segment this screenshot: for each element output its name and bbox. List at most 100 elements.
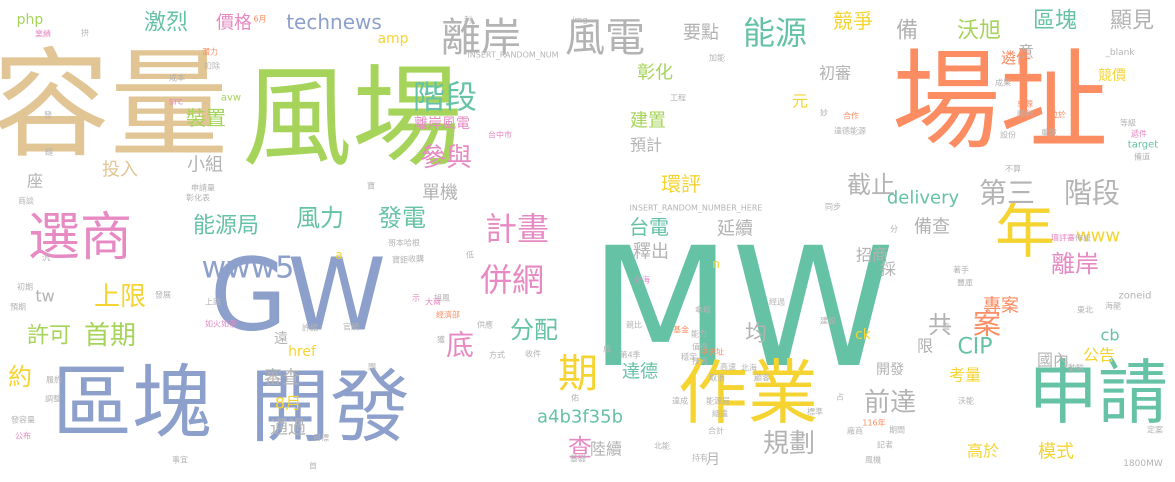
word-47: 投入 [102,160,138,181]
word-192: 廠商 [847,426,863,436]
word-139: 傘取 [695,305,711,315]
word-184: 記者 [877,440,893,450]
word-103: zoneid [1119,291,1152,302]
word-176: 發容量 [11,415,35,425]
word-183: 沃能 [958,396,974,406]
word-31: technews [286,10,382,34]
word-140: 基金 [673,325,689,335]
word-111: 拚 [81,28,89,38]
word-89: 限 [917,337,933,356]
word-196: 佑 [571,393,579,403]
word-42: CIP [957,335,992,360]
word-82: 單機 [422,183,458,204]
word-16: 第三 [979,177,1035,210]
word-160: 初期 [17,282,33,292]
word-90: 開發 [876,362,904,378]
word-6: 開發 [250,361,410,454]
word-194: 北海 [741,363,757,373]
word-158: 發展 [155,291,171,300]
word-129: 同步 [825,203,841,212]
word-28: 前達 [864,388,916,418]
word-189: 目標 [313,433,329,443]
word-159: 預期 [10,303,26,312]
word-93: 競價 [1098,67,1126,84]
word-198: 高速 [720,362,736,372]
word-131: 環評審 [1051,233,1075,243]
word-119: 位於 [1050,110,1066,120]
word-12: 風電 [565,15,645,61]
word-66: 專案 [983,296,1019,317]
word-102: src [169,97,184,108]
word-137: 豐庫 [957,278,973,288]
word-18: 併網 [480,261,544,299]
word-81: ck [855,327,872,343]
word-64: www [1076,226,1120,247]
word-154: 官網 [343,322,359,332]
word-23: 首期 [84,321,136,351]
word-205: 開 [368,363,376,372]
word-101: avw [221,93,241,104]
word-22: 上限 [94,282,146,312]
word-161: 獲 [437,335,445,345]
word-193: 能源局 [706,396,730,406]
word-146: 收件 [525,349,541,359]
word-88: 採 [880,260,896,279]
word-56: 建置 [630,111,666,132]
word-172: 旭風 [434,293,450,303]
word-143: 成 [603,344,611,354]
word-127: 備道 [1134,152,1150,162]
word-79: 遠 [274,331,288,347]
word-38: 截止 [847,171,895,199]
word-180: 持有 [692,453,708,463]
word-43: 底 [446,329,474,362]
word-165: 鏈 [45,147,53,157]
word-121: 成果 [995,78,1011,88]
word-76: 8月 [275,394,301,413]
word-133: 東北 [1077,305,1093,315]
word-200: 動輸 [1068,363,1084,373]
word-177: 公布 [15,431,31,441]
word-2: 場址 [892,40,1108,165]
word-144: 值得 [692,342,708,352]
word-163: 汎 [42,254,50,263]
word-25: 期 [558,351,598,397]
word-48: 小組 [187,155,223,176]
word-13: 能源 [743,14,807,52]
word-152: 經濟部 [436,310,460,320]
word-100: target [1128,140,1158,151]
word-27: 規劃 [763,429,815,459]
word-104: 1800MW [1123,459,1163,469]
word-117: 來源 [1017,100,1033,109]
word-96: INSERT_RANDOM_NUMBER_HERE [630,204,763,213]
word-86: 月 [706,452,720,468]
word-92: 遴件 [1001,49,1031,67]
word-120: 等級 [1120,118,1136,128]
word-62: 延續 [717,219,753,240]
word-108: 潛力 [202,47,218,57]
word-132: 佈設 [1075,233,1091,243]
word-166: 申請量 [191,183,215,193]
word-156: 如火如荼 [205,319,237,329]
word-128: 不算 [1005,164,1021,174]
word-106: 利 [464,15,472,25]
word-116: 合作 [843,111,859,121]
word-72: 均 [745,322,767,347]
word-65: 招商 [856,246,888,265]
word-51: php [17,12,44,28]
word-179: 北能 [654,441,670,451]
word-9: 選商 [28,208,132,268]
word-123: 台中市 [488,130,512,140]
word-39: 離岸 [1051,250,1099,278]
word-4: GW [210,237,386,354]
word-60: 備查 [914,217,950,238]
word-201: 直 [942,322,950,332]
word-197: 穩定 [681,352,697,362]
word-5: 區塊 [52,357,212,450]
word-182: 占 [836,392,844,402]
word-97: INSERT_RANDOM_NUM [467,51,558,60]
word-148: 能力 [691,329,707,339]
word-134: 海龍 [1105,301,1121,311]
word-40: 共 [928,311,952,339]
word-145: 中央址 [700,347,724,357]
